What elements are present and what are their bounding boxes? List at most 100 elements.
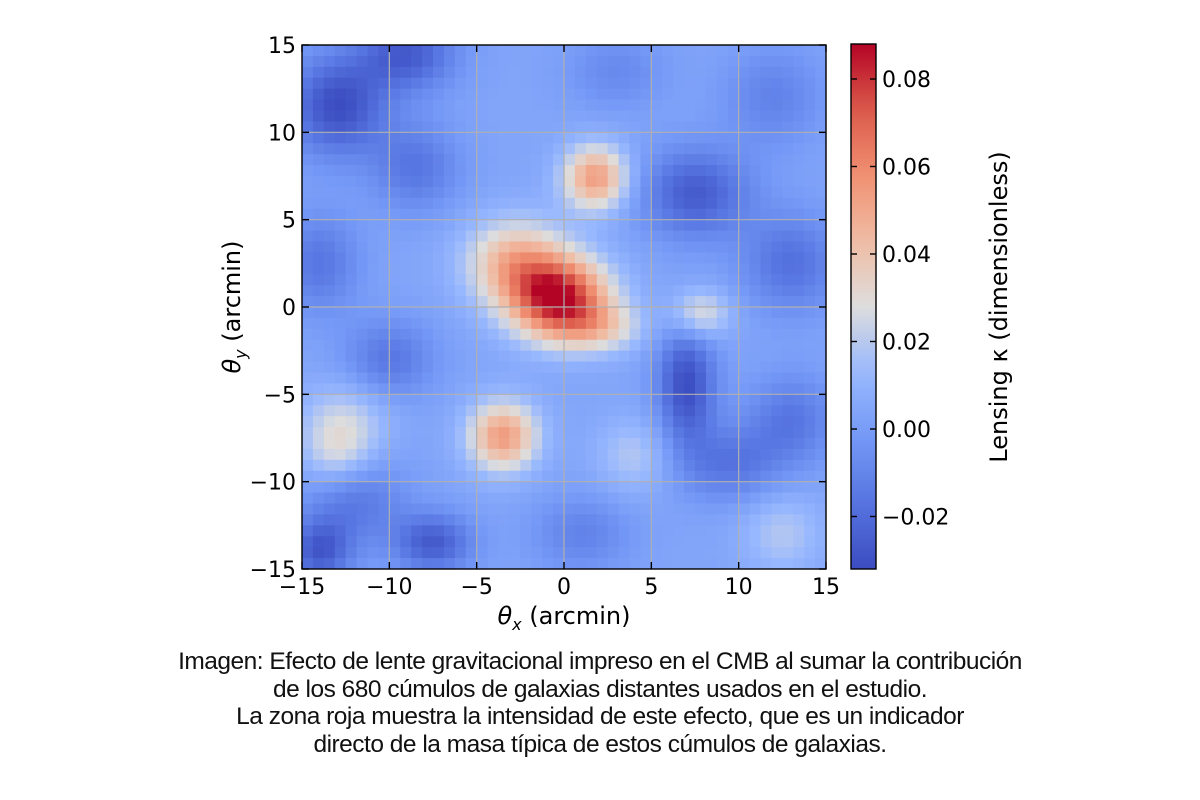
heatmap-cell: [673, 339, 685, 352]
heatmap-cell: [564, 514, 576, 526]
heatmap-cell: [422, 252, 434, 264]
heatmap-cell: [454, 459, 467, 472]
heatmap-cell: [705, 45, 718, 57]
heatmap-cell: [302, 503, 314, 516]
heatmap-cell: [400, 296, 412, 308]
heatmap-cell: [345, 143, 358, 155]
heatmap-cell: [574, 470, 587, 483]
heatmap-cell: [411, 143, 423, 155]
heatmap-cell: [815, 121, 826, 133]
heatmap-cell: [673, 394, 685, 406]
heatmap-cell: [356, 339, 369, 352]
heatmap-cell: [629, 438, 642, 450]
heatmap-cell: [618, 525, 631, 537]
heatmap-cell: [727, 88, 740, 101]
heatmap-cell: [345, 525, 358, 537]
heatmap-cell: [564, 317, 576, 330]
heatmap-cell: [804, 514, 816, 526]
heatmap-cell: [422, 481, 434, 494]
heatmap-cell: [400, 66, 412, 79]
heatmap-cell: [629, 154, 642, 166]
heatmap-cell: [673, 372, 685, 385]
heatmap-cell: [356, 383, 369, 395]
heatmap-cell: [356, 143, 369, 155]
heatmap-cell: [312, 154, 325, 166]
heatmap-cell: [334, 525, 347, 537]
heatmap-cell: [345, 241, 358, 254]
heatmap-cell: [400, 536, 412, 548]
heatmap-cell: [815, 285, 826, 297]
heatmap-cell: [705, 143, 718, 155]
heatmap-cell: [793, 66, 805, 79]
heatmap-cell: [782, 514, 794, 526]
heatmap-cell: [760, 361, 773, 374]
heatmap-cell: [454, 176, 467, 188]
heatmap-cell: [389, 55, 401, 68]
heatmap-cell: [684, 492, 696, 505]
heatmap-cell: [596, 448, 609, 461]
heatmap-cell: [760, 525, 773, 537]
heatmap-cell: [389, 405, 401, 417]
heatmap-cell: [629, 230, 642, 243]
heatmap-cell: [553, 525, 565, 537]
heatmap-cell: [542, 339, 554, 352]
heatmap-cell: [542, 547, 554, 559]
heatmap-cell: [640, 55, 652, 68]
heatmap-cell: [378, 274, 390, 286]
heatmap-cell: [607, 416, 620, 428]
heatmap-cell: [411, 121, 423, 133]
heatmap-cell: [476, 350, 489, 363]
heatmap-cell: [793, 88, 805, 101]
heatmap-cell: [564, 208, 576, 221]
heatmap-cell: [574, 88, 587, 101]
heatmap-cell: [422, 536, 434, 548]
heatmap-cell: [640, 274, 652, 286]
heatmap-cell: [411, 110, 423, 123]
heatmap-cell: [531, 416, 543, 428]
heatmap-cell: [389, 372, 401, 385]
heatmap-cell: [553, 481, 565, 494]
heatmap-cell: [542, 208, 554, 221]
heatmap-cell: [465, 121, 478, 133]
heatmap-cell: [684, 361, 696, 374]
heatmap-cell: [454, 219, 467, 232]
heatmap-cell: [607, 274, 620, 286]
heatmap-cell: [705, 219, 718, 232]
heatmap-cell: [422, 317, 434, 330]
heatmap-cell: [323, 525, 336, 537]
heatmap-cell: [531, 470, 543, 483]
heatmap-cell: [487, 143, 500, 155]
heatmap-cell: [542, 132, 554, 144]
heatmap-cell: [782, 547, 794, 559]
heatmap-cell: [345, 197, 358, 210]
heatmap-cell: [793, 99, 805, 112]
heatmap-cell: [356, 252, 369, 264]
heatmap-cell: [662, 154, 674, 166]
heatmap-cell: [738, 230, 751, 243]
heatmap-cell: [334, 230, 347, 243]
x-tick-label: 5: [644, 575, 658, 600]
heatmap-cell: [684, 55, 696, 68]
heatmap-cell: [345, 405, 358, 417]
heatmap-cell: [760, 405, 773, 417]
heatmap-cell: [607, 252, 620, 264]
heatmap-cell: [400, 121, 412, 133]
heatmap-cell: [771, 66, 783, 79]
heatmap-cell: [378, 383, 390, 395]
heatmap-cell: [585, 132, 598, 144]
heatmap-cell: [411, 547, 423, 559]
heatmap-cell: [356, 219, 369, 232]
heatmap-cell: [509, 492, 521, 505]
heatmap-cell: [487, 492, 500, 505]
heatmap-cell: [760, 241, 773, 254]
heatmap-cell: [716, 416, 729, 428]
heatmap-cell: [323, 307, 336, 319]
heatmap-cell: [367, 186, 380, 199]
heatmap-cell: [585, 547, 598, 559]
heatmap-cell: [760, 285, 773, 297]
heatmap-cell: [815, 197, 826, 210]
heatmap-cell: [793, 241, 805, 254]
heatmap-cell: [804, 176, 816, 188]
heatmap-cell: [585, 372, 598, 385]
heatmap-cell: [596, 547, 609, 559]
